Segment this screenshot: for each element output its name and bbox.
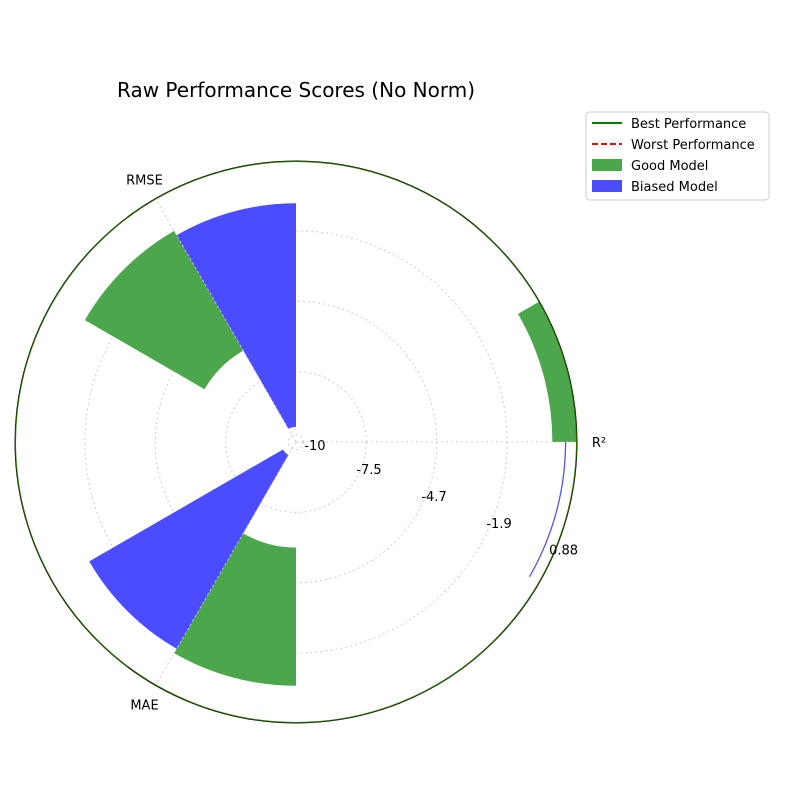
bar-good-model-1 (84, 230, 244, 390)
legend-label: Worst Performance (631, 138, 755, 153)
spoke-line (155, 198, 297, 443)
spoke-line (155, 441, 297, 686)
radial-tick-label: -7.5 (356, 463, 381, 478)
category-label: RMSE (126, 174, 163, 189)
radial-tick-label: -1.9 (486, 517, 511, 532)
bar-good-model-2 (174, 533, 296, 686)
grid-circle (287, 433, 305, 451)
bar-biased-model-1 (176, 203, 296, 429)
bar-biased-model-2 (89, 449, 289, 649)
reference-line-1 (15, 161, 577, 723)
legend-bar-swatch (592, 180, 622, 192)
legend-bar-swatch (592, 159, 622, 171)
legend-label: Biased Model (631, 180, 718, 195)
legend-frame (585, 111, 770, 201)
bar-good-model-0 (518, 301, 577, 442)
bar-layer (84, 203, 577, 686)
radial-tick-label: -10 (304, 439, 325, 454)
legend-label: Best Performance (631, 117, 746, 132)
legend: Best Performance Worst Performance Good Mo… (585, 111, 770, 201)
reference-line-0 (15, 161, 577, 723)
category-label: R² (592, 436, 606, 451)
category-label: MAE (130, 698, 158, 713)
category-labels: R² RMSE MAE (126, 174, 606, 714)
radial-tick-label: -4.7 (421, 490, 446, 505)
angular-grid (155, 198, 577, 686)
radial-tick-label: 0.88 (549, 544, 578, 559)
chart-title: Raw Performance Scores (No Norm) (117, 78, 475, 102)
reference-lines (15, 161, 577, 723)
legend-label: Good Model (631, 159, 708, 174)
radial-tick-labels: -10 -7.5 -4.7 -1.9 0.88 (304, 439, 578, 559)
